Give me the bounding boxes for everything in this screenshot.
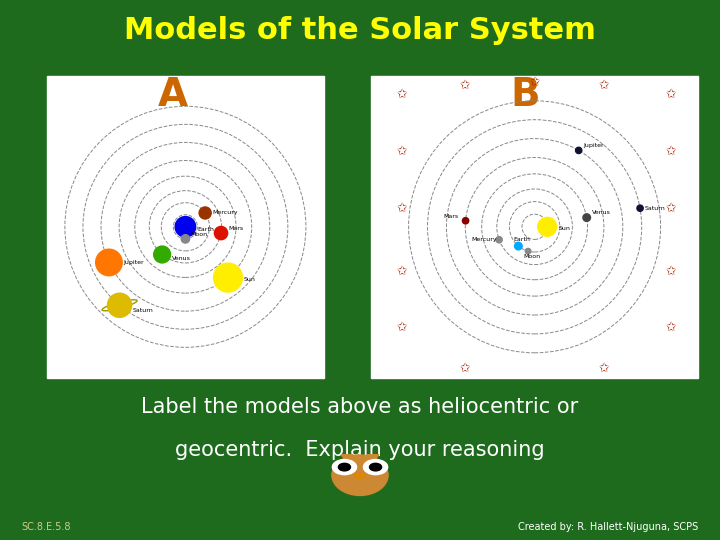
Text: Mercury: Mercury <box>472 237 497 242</box>
Bar <box>371 76 698 378</box>
Text: Jupiter: Jupiter <box>123 260 144 265</box>
Text: ✩: ✩ <box>665 321 676 334</box>
Circle shape <box>526 248 531 254</box>
Circle shape <box>215 226 228 240</box>
Circle shape <box>333 460 356 475</box>
Text: A: A <box>158 76 188 113</box>
Text: ✩: ✩ <box>397 265 408 278</box>
Circle shape <box>462 218 469 224</box>
Circle shape <box>369 463 382 471</box>
Text: geocentric.  Explain your reasoning: geocentric. Explain your reasoning <box>175 440 545 460</box>
Circle shape <box>96 249 122 276</box>
Ellipse shape <box>332 455 388 496</box>
Text: Mars: Mars <box>228 226 243 231</box>
Text: ✩: ✩ <box>598 361 609 374</box>
Polygon shape <box>353 474 367 480</box>
Text: Venus: Venus <box>592 210 611 215</box>
Circle shape <box>583 214 590 221</box>
Text: B: B <box>510 76 541 113</box>
Circle shape <box>538 217 557 236</box>
Text: Mars: Mars <box>443 214 458 219</box>
Text: Created by: R. Hallett-Njuguna, SCPS: Created by: R. Hallett-Njuguna, SCPS <box>518 522 698 532</box>
Circle shape <box>175 217 196 237</box>
Text: Models of the Solar System: Models of the Solar System <box>124 16 596 45</box>
Bar <box>47 76 324 378</box>
Circle shape <box>575 147 582 153</box>
Circle shape <box>214 263 243 292</box>
Text: Moon: Moon <box>190 232 207 237</box>
Text: ✩: ✩ <box>397 201 408 214</box>
Text: ✩: ✩ <box>397 321 408 334</box>
Circle shape <box>181 235 189 243</box>
Text: Mercury: Mercury <box>212 211 238 215</box>
Circle shape <box>364 460 387 475</box>
Text: Label the models above as heliocentric or: Label the models above as heliocentric o… <box>141 397 579 417</box>
Text: Sun: Sun <box>559 226 570 231</box>
Text: Saturn: Saturn <box>645 206 666 211</box>
Text: ✩: ✩ <box>460 361 471 374</box>
Polygon shape <box>367 455 379 462</box>
Circle shape <box>637 205 643 211</box>
Circle shape <box>107 293 132 318</box>
Text: ✩: ✩ <box>598 79 609 92</box>
Text: ✩: ✩ <box>665 145 676 158</box>
Text: SC.8.E.5.8: SC.8.E.5.8 <box>22 522 71 532</box>
Text: ✩: ✩ <box>460 79 471 92</box>
Text: Earth: Earth <box>197 227 215 232</box>
Text: ✩: ✩ <box>397 145 408 158</box>
Text: Moon: Moon <box>523 254 540 259</box>
Text: ✩: ✩ <box>665 88 676 101</box>
Circle shape <box>338 463 351 471</box>
Text: Earth: Earth <box>513 237 530 242</box>
Circle shape <box>515 242 522 250</box>
Circle shape <box>154 246 171 263</box>
Text: ✩: ✩ <box>665 265 676 278</box>
Text: ✩: ✩ <box>665 201 676 214</box>
Text: Jupiter: Jupiter <box>584 143 604 148</box>
Text: ✩: ✩ <box>397 88 408 101</box>
Text: Sun: Sun <box>243 278 256 282</box>
Text: ✩: ✩ <box>529 76 540 89</box>
Text: Venus: Venus <box>172 255 191 261</box>
Polygon shape <box>341 455 353 462</box>
Text: Saturn: Saturn <box>132 308 153 313</box>
Circle shape <box>199 207 211 219</box>
Circle shape <box>496 237 503 243</box>
